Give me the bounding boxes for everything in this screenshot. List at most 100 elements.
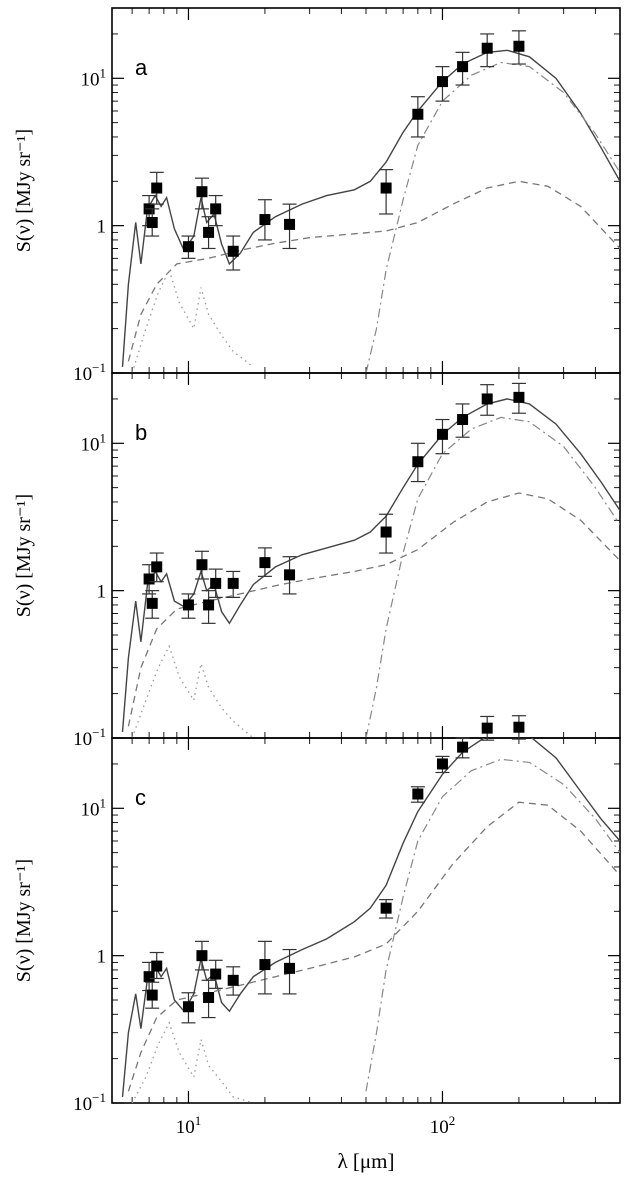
y-tick-label: 1: [97, 947, 107, 968]
data-marker: [436, 428, 448, 440]
model-curve-dashdot: [365, 758, 620, 1092]
data-point: [455, 403, 470, 438]
data-marker: [380, 902, 392, 914]
data-point: [257, 199, 272, 241]
data-marker: [284, 962, 296, 974]
data-marker: [412, 456, 424, 468]
y-axis-label-a: S(ν) [MJy sr⁻¹]: [13, 129, 35, 252]
panel-a: 10−1 1 101 a: [73, 7, 621, 385]
model-curve-dashed: [127, 492, 620, 727]
data-point: [511, 30, 526, 65]
y-tick-label: 101: [81, 430, 107, 455]
data-point: [194, 177, 209, 210]
model-curve-dashed: [127, 801, 620, 1092]
data-point: [257, 547, 272, 577]
data-marker: [151, 561, 163, 573]
data-marker: [284, 218, 296, 230]
data-point: [379, 513, 394, 554]
data-marker: [284, 569, 296, 581]
data-marker: [513, 40, 525, 52]
model-curve-total: [121, 49, 620, 367]
data-point: [208, 959, 223, 989]
y-tick-label: 101: [81, 65, 107, 90]
data-marker: [151, 182, 163, 194]
panel-frame: [111, 7, 621, 374]
data-point: [410, 786, 425, 803]
data-point: [435, 755, 450, 774]
data-marker: [259, 214, 271, 226]
data-point: [226, 235, 241, 271]
y-axis-label-c: S(ν) [MJy sr⁻¹]: [13, 859, 35, 982]
data-marker: [203, 226, 215, 238]
panel-label: c: [135, 785, 146, 810]
data-marker: [151, 960, 163, 972]
data-point: [149, 171, 164, 205]
y-tick-label: 1: [97, 217, 107, 238]
model-curve-total: [121, 398, 620, 732]
data-marker: [481, 393, 493, 405]
data-marker: [146, 989, 158, 1001]
data-point: [480, 384, 495, 416]
panel-frame: [111, 737, 621, 1104]
data-point: [194, 550, 209, 580]
data-point: [480, 33, 495, 68]
data-point: [201, 979, 216, 1019]
model-curve-dashdot: [365, 61, 620, 373]
data-marker: [412, 108, 424, 120]
panel-frame: [111, 372, 621, 739]
x-axis-label: λ [μm]: [337, 1149, 394, 1173]
data-point: [410, 96, 425, 138]
data-point: [226, 966, 241, 996]
model-curve-dotted: [131, 268, 254, 373]
data-point: [455, 51, 470, 86]
data-point: [511, 382, 526, 414]
data-marker: [481, 42, 493, 54]
data-point: [201, 590, 216, 624]
data-point: [435, 418, 450, 455]
data-marker: [146, 217, 158, 229]
data-marker: [481, 722, 493, 734]
data-marker: [227, 974, 239, 986]
data-marker: [380, 526, 392, 538]
data-point: [455, 737, 470, 759]
data-point: [282, 948, 297, 995]
data-marker: [210, 968, 222, 980]
data-marker: [380, 182, 392, 194]
data-marker: [259, 959, 271, 971]
data-marker: [203, 599, 215, 611]
data-point: [145, 981, 160, 1009]
data-marker: [259, 557, 271, 569]
y-tick-label: 101: [81, 795, 107, 820]
panel-b: 10−1 1 101 b: [73, 372, 621, 750]
data-point: [208, 568, 223, 598]
data-point: [181, 992, 196, 1024]
data-point: [181, 593, 196, 619]
data-marker: [182, 599, 194, 611]
x-tick-label: 102: [430, 1113, 456, 1138]
data-marker: [227, 577, 239, 589]
data-marker: [182, 241, 194, 253]
data-marker: [196, 186, 208, 198]
data-point: [410, 442, 425, 483]
data-marker: [182, 1001, 194, 1013]
y-tick-label: 1: [97, 582, 107, 603]
data-point: [282, 203, 297, 250]
y-axis-label-b: S(ν) [MJy sr⁻¹]: [13, 494, 35, 617]
panel-label: a: [135, 55, 148, 80]
data-marker: [457, 414, 469, 426]
data-point: [181, 235, 196, 259]
data-point: [194, 940, 209, 971]
data-point: [149, 951, 164, 980]
data-marker: [203, 991, 215, 1003]
data-marker: [146, 597, 158, 609]
data-point: [282, 556, 297, 595]
data-point: [379, 899, 394, 919]
data-point: [145, 208, 160, 237]
data-point: [435, 66, 450, 102]
x-tick-label: 101: [176, 1113, 202, 1138]
data-marker: [196, 559, 208, 571]
model-curve-dotted: [131, 644, 254, 738]
data-point: [480, 715, 495, 741]
data-marker: [436, 76, 448, 88]
data-marker: [143, 971, 155, 983]
